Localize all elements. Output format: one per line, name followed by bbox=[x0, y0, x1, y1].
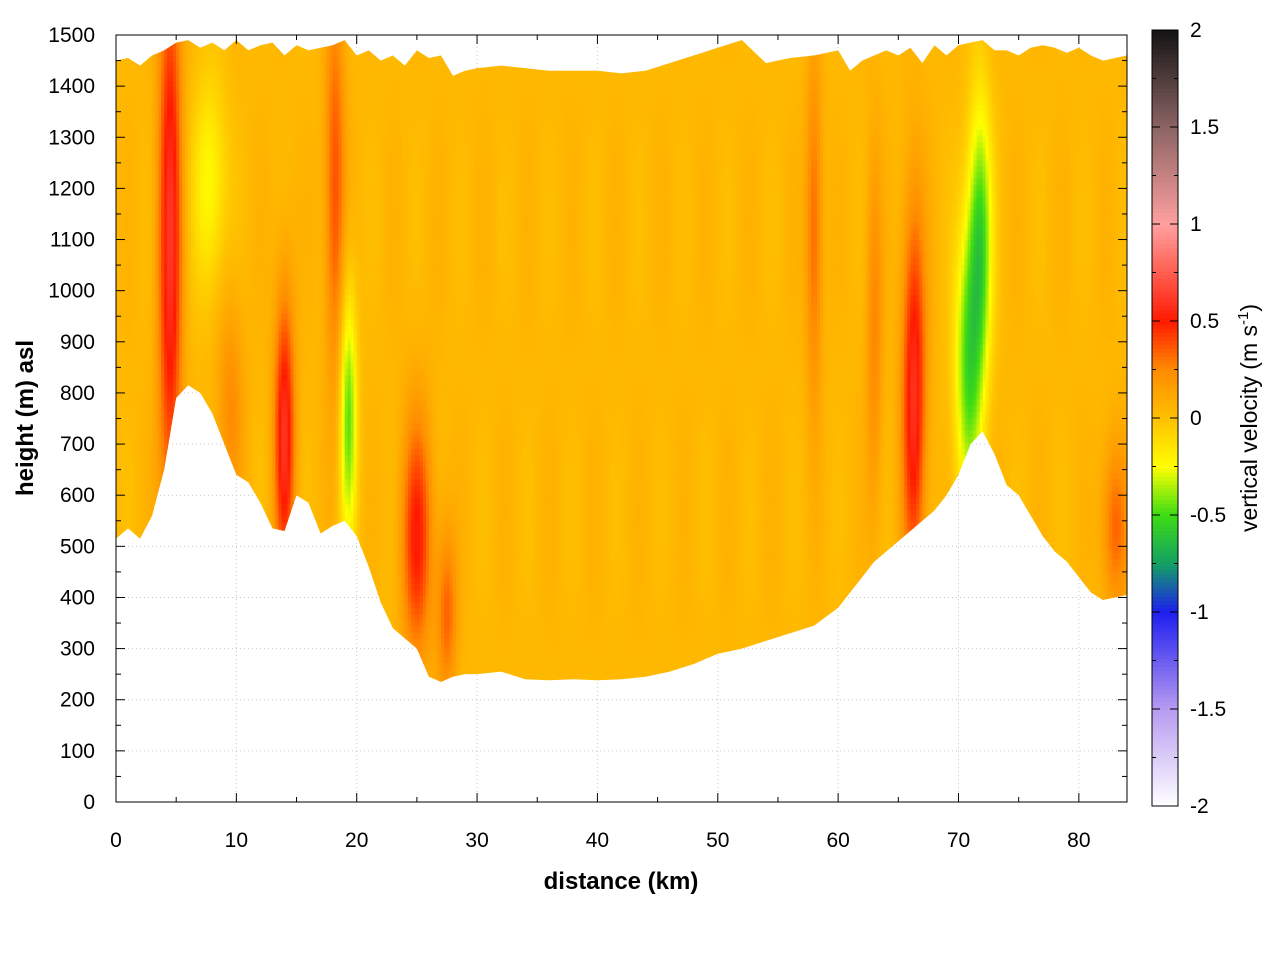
chart: 0 10 20 30 40 50 60 70 80 0100200300400500600700… bbox=[0, 0, 1280, 960]
